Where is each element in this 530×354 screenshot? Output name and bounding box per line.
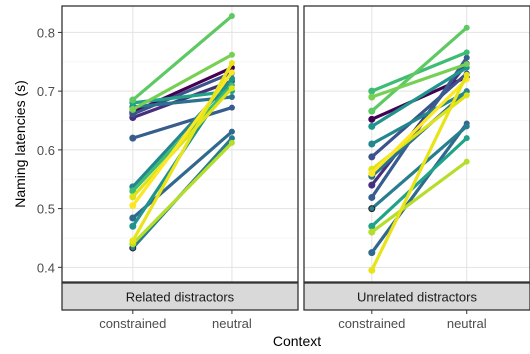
data-point-constrained [368,140,376,148]
series-15 [129,85,235,201]
data-point-constrained [129,105,137,113]
series-13 [129,51,235,113]
data-point-neutral [228,94,235,101]
series-17 [129,59,235,245]
panel-background [304,6,530,282]
y-tick-label: 0.5 [37,202,55,217]
strip-background [303,282,530,311]
series-line [131,141,234,246]
series-12 [129,12,235,104]
series-line [370,62,469,99]
series-line [131,86,234,199]
data-point-constrained [129,222,137,230]
series-line [370,73,469,272]
data-point-constrained [129,202,137,210]
data-point-neutral [463,54,470,61]
data-point-constrained [129,96,137,104]
series-line [370,124,469,211]
x-tick-label: constrained [338,316,405,331]
data-point-neutral [228,85,235,92]
series-line [131,53,234,111]
data-point-neutral [463,71,470,78]
data-point-constrained [368,153,376,161]
series-line [370,160,469,234]
data-point-constrained [368,122,376,130]
panel-1: Related distractors constrained neutral [61,5,299,331]
data-point-constrained [129,134,137,142]
series-11 [368,49,470,95]
series-10 [368,135,470,230]
x-tick-label: constrained [99,316,166,331]
x-tick-label: neutral [447,316,487,331]
data-point-neutral [228,59,235,66]
panel-border [61,5,299,283]
series-line [131,77,234,189]
strip-label: Unrelated distractors [357,290,477,305]
series-line [370,50,469,93]
data-point-neutral [228,128,235,135]
series-13 [368,61,470,101]
data-point-constrained [368,115,376,123]
strip-label: Related distractors [126,290,235,305]
series-9 [368,64,470,130]
data-point-neutral [228,51,235,58]
series-line [131,71,234,116]
series-line [370,71,469,159]
series-7 [368,123,470,213]
series-line [370,136,469,228]
data-point-neutral [463,49,470,56]
data-point-neutral [228,104,235,111]
y-tick-label: 0.4 [37,260,55,275]
strip-background [61,282,299,311]
data-point-constrained [129,237,137,245]
panel-2: Unrelated distractors constrained neutral [303,5,530,331]
data-point-constrained [368,193,376,201]
data-point-constrained [368,169,376,177]
data-point-constrained [368,107,376,115]
y-axis-title: Naming latencies (s) [12,80,28,208]
series-line [131,61,234,243]
data-point-constrained [129,214,137,222]
x-axis-title: Context [273,333,321,349]
y-tick-label: 0.8 [37,25,55,40]
data-point-constrained [368,222,376,230]
series-4 [129,104,235,142]
data-point-neutral [463,158,470,165]
y-tick-label: 0.7 [37,84,55,99]
series-17 [368,71,470,274]
data-point-neutral [463,61,470,68]
panel-border [303,5,530,283]
data-point-constrained [129,193,137,201]
series-5 [368,120,470,257]
series-line [370,66,469,128]
data-point-constrained [368,266,376,274]
data-point-neutral [463,135,470,142]
data-point-neutral [463,92,470,99]
series-line [370,26,469,113]
series-12 [368,24,470,115]
data-point-constrained [368,205,376,213]
data-point-constrained [368,228,376,236]
data-point-constrained [368,181,376,189]
data-point-neutral [228,139,235,146]
x-tick-label: neutral [212,316,252,331]
series-14 [368,158,470,236]
data-point-constrained [368,249,376,257]
data-point-constrained [368,87,376,95]
series-line [131,79,234,120]
data-point-neutral [228,12,235,19]
series-line [131,14,234,102]
series-line [131,105,234,140]
data-point-constrained [368,93,376,101]
data-point-neutral [463,123,470,130]
data-point-neutral [228,69,235,76]
data-point-neutral [463,24,470,31]
y-tick-label: 0.6 [37,143,55,158]
series-line [370,90,469,146]
series-line [370,121,469,255]
data-point-neutral [228,135,235,142]
series-line [370,77,469,175]
